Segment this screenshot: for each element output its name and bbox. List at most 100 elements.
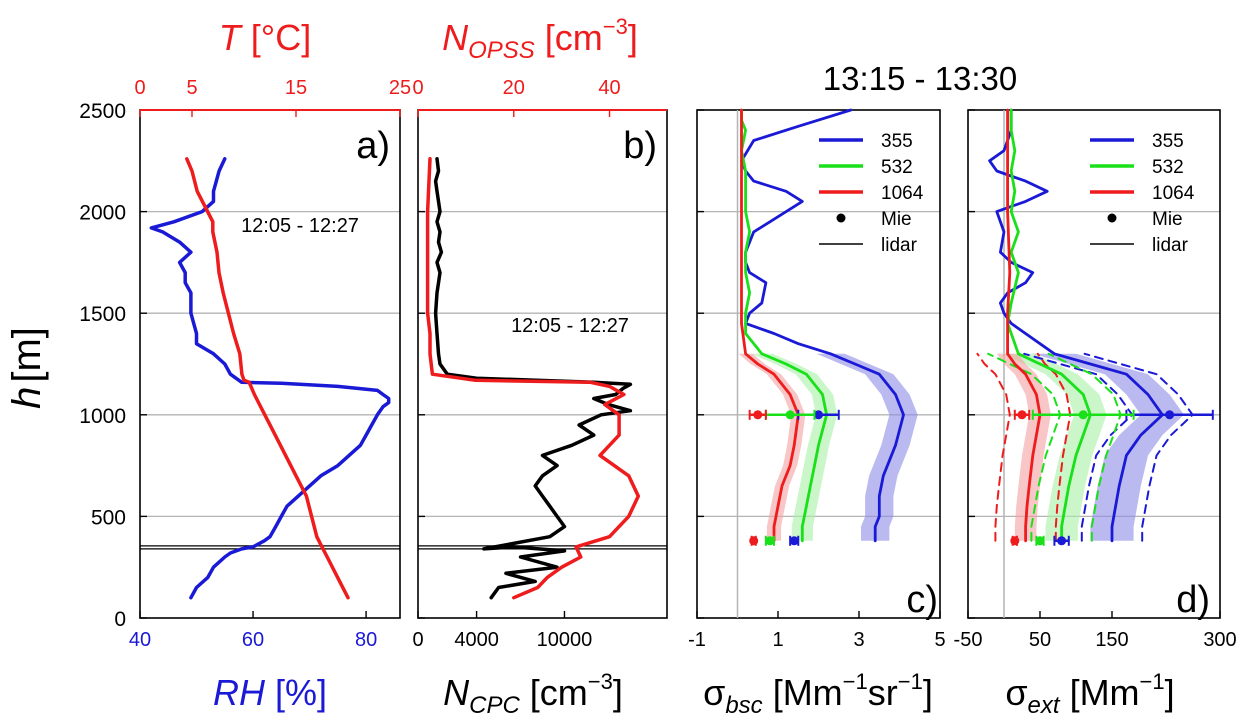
top-tick-label: 0 [412,77,423,99]
x-tick-label: 0 [412,629,423,651]
legend-label-532: 532 [1152,157,1184,178]
top-tick-label: 20 [503,77,525,99]
panel-b-bottom-axis-title: NCPC [cm−3] [443,669,623,719]
legend-label-355: 355 [881,131,913,152]
panel-a-letter: a) [356,125,390,167]
panel-c-bottom-axis-close: ] [923,672,933,713]
nopss-profile-line [425,157,641,600]
mie-point [765,536,775,546]
panel-b-top-axis-superscript: −3 [603,14,628,39]
y-tick-label: 1000 [79,405,126,428]
x-tick-label: 80 [355,629,377,651]
legend-label-1064: 1064 [881,183,924,204]
panel-d-bottom-axis-title: σext [Mm−1] [1005,669,1174,719]
panel-d-bottom-axis-symbol: σ [1005,672,1027,713]
panel-b-bottom-axis-superscript: −3 [588,669,613,694]
y-axis-title: h [m] [5,327,49,409]
uncertainty-band-1064 [738,353,806,541]
top-tick-label: 40 [598,77,620,99]
lidar-line-532 [740,108,828,543]
mie-point [1010,536,1020,546]
x-tick-label: 1 [772,629,783,651]
panel-a-bottom-axis-title: RH [%] [213,672,327,713]
x-tick-label: 4000 [454,629,499,651]
figure-title: 13:15 - 13:30 [823,60,1018,97]
panel-a: T [°C] RH [%] a) 12:05 - 12:27 [213,17,390,713]
panel-c-bottom-axis-mid: sr [868,672,898,713]
panel-a-top-axis-unit: [°C] [251,17,311,58]
mie-point [1057,536,1067,546]
panel-b-top-axis-symbol: N [442,17,469,58]
rh-profile-line [149,157,391,600]
x-tick-label: 60 [242,629,264,651]
mie-point [1165,410,1175,420]
panel-a-annotation: 12:05 - 12:27 [241,215,359,237]
panel-d: σext [Mm−1] d) [1005,579,1210,719]
mie-point [789,536,799,546]
dashed-bound-355 [1083,352,1194,542]
uncertainty-band-355 [816,353,918,541]
x-tick-label: 10000 [537,629,593,651]
y-tick-label: 0 [114,608,126,631]
panel-b: NOPSS [cm−3] NCPC [cm−3] b) 12:05 - 12:27 [442,14,657,719]
panel-b-plot-area: 0 4000 10000 0 20 40 [412,77,668,651]
panel-c-bottom-axis-subscript: bsc [725,692,762,719]
panel-d-bottom-axis-subscript: ext [1028,692,1061,719]
x-tick-label: 5 [934,629,945,651]
lidar-line-1064 [1006,108,1042,543]
mie-point [1017,410,1027,420]
legend-label-mie: Mie [881,209,912,230]
svg-text:h[m]: h [m] [5,327,49,409]
panel-b-letter: b) [623,125,657,167]
panel-b-top-axis-subscript: OPSS [468,37,535,64]
panel-c-bottom-axis-unit: [Mm [773,672,843,713]
panel-a-top-axis-symbol: T [219,17,244,58]
uncertainty-band-532 [751,353,838,541]
uncertainty-band-355 [1032,353,1184,541]
panel-b-bottom-axis-close: ] [613,672,623,713]
mie-point [1035,536,1045,546]
ncpc-profile-line [433,157,633,600]
top-tick-label: 25 [389,77,411,99]
x-tick-label: 3 [853,629,864,651]
panel-a-bottom-axis-symbol: RH [213,672,266,713]
panel-a-top-axis-title: T [°C] [219,17,311,58]
panel-b-annotation: 12:05 - 12:27 [511,315,629,337]
y-tick-label: 2000 [79,202,126,225]
panel-d-bottom-axis-close: ] [1165,672,1175,713]
panel-a-bottom-axis-unit: [%] [275,672,327,713]
x-tick-label: 40 [129,629,151,651]
legend-label-lidar: lidar [881,235,918,256]
dashed-bound-532 [987,352,1062,542]
temperature-profile-line [185,157,350,600]
panel-a-plot-area: 40 60 80 0 5 15 25 [129,77,411,651]
legend-label-lidar: lidar [1152,235,1189,256]
y-tick-label: 1500 [79,303,126,326]
panel-b-top-axis-unit: [cm [545,17,603,58]
panel-c: σbsc [Mm−1sr−1] c) [703,579,938,719]
mie-point [785,410,795,420]
panel-frame [139,109,401,619]
panel-c-bottom-axis-symbol: σ [703,672,725,713]
y-axis-ticks: 0 500 1000 1500 2000 2500 [79,100,126,631]
y-axis-unit: [m] [5,327,49,383]
x-tick-label: 150 [1095,629,1128,651]
lidar-line-355 [740,108,905,543]
y-tick-label: 500 [91,506,126,529]
panel-d-bottom-axis-superscript: −1 [1140,669,1165,694]
x-tick-label: -50 [954,629,983,651]
panel-c-bottom-axis-superscript-2: −1 [898,669,923,694]
legend-label-355: 355 [1152,131,1184,152]
dashed-bound-1064 [976,352,1011,542]
panel-d-bottom-axis-unit: [Mm [1070,672,1140,713]
panel-frame [967,109,1221,619]
legend-swatch-mie [1107,213,1117,223]
mie-point [1078,410,1088,420]
panel-c-plot-area: -1 1 3 5 355 532 1064 Mie lidar [688,108,946,651]
mie-point [814,410,823,420]
legend-swatch-mie [836,213,846,223]
lidar-line-1064 [740,108,800,543]
mie-point [753,410,763,420]
